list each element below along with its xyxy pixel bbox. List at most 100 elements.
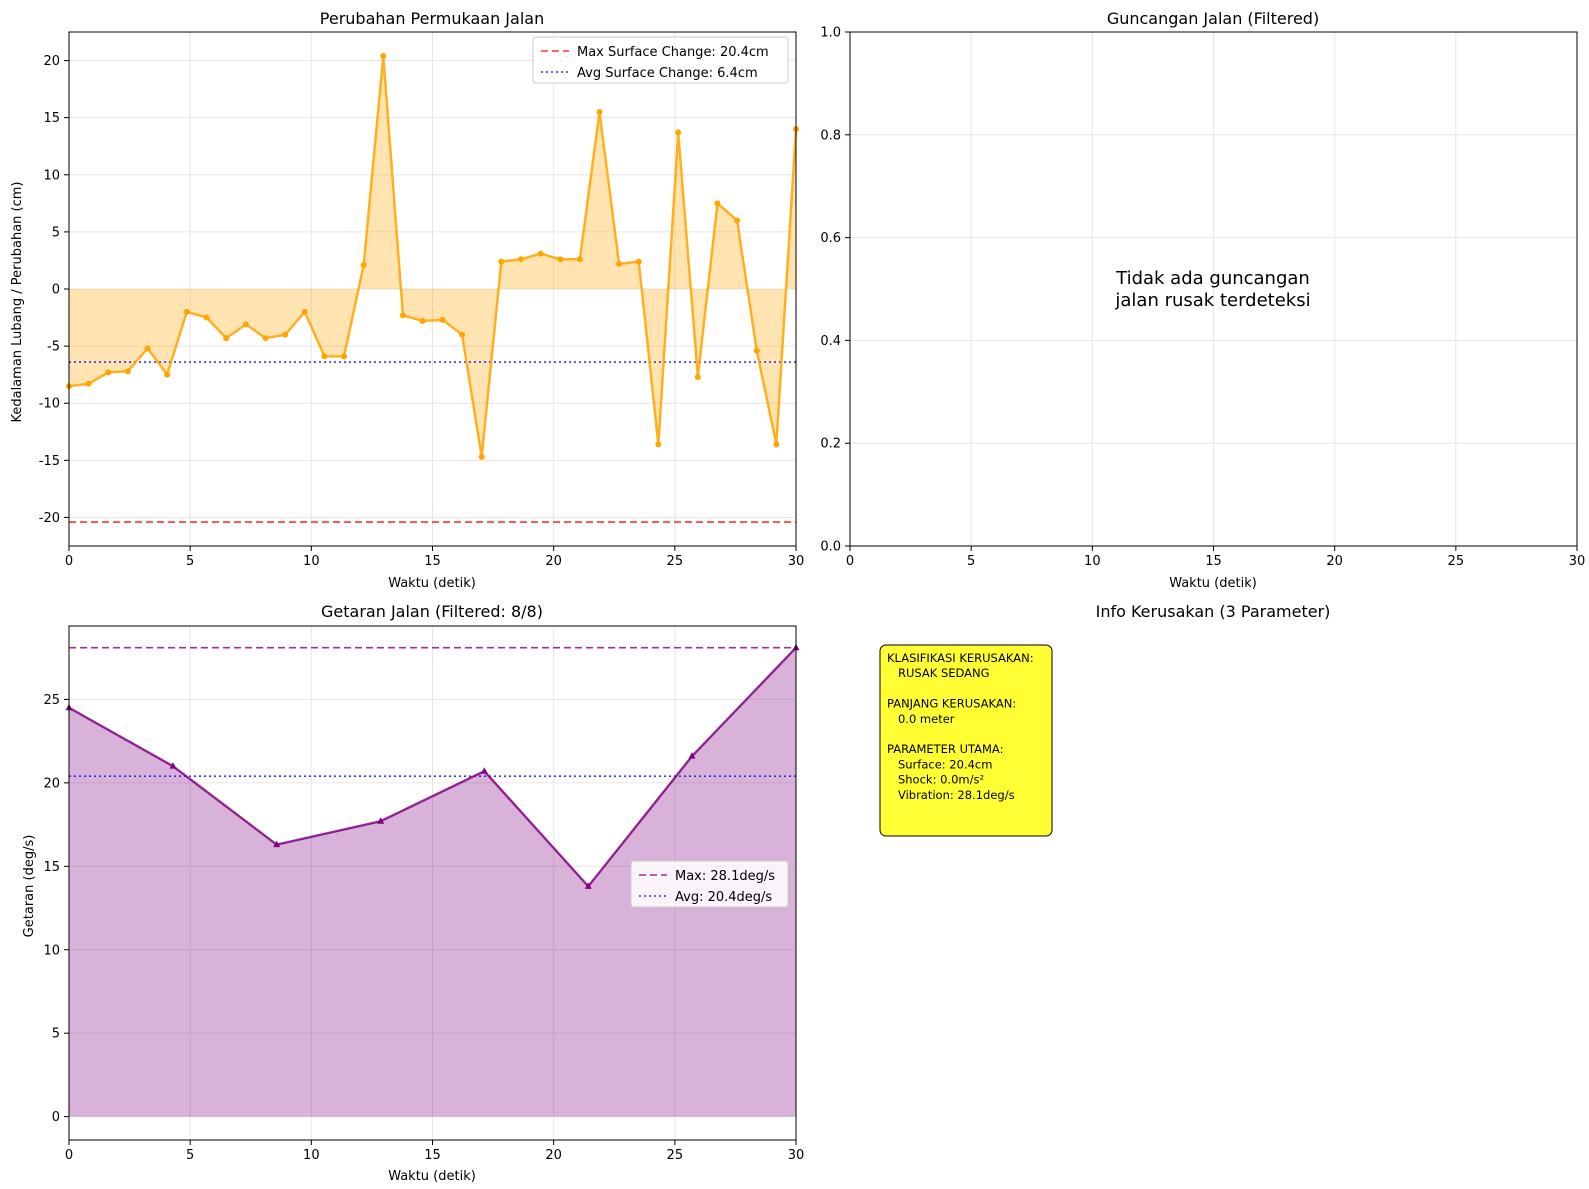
surface-data-point bbox=[223, 335, 230, 342]
y-tick-label: 0.4 bbox=[820, 334, 841, 349]
y-tick-label: 10 bbox=[43, 168, 60, 183]
surface-chart-title: Perubahan Permukaan Jalan bbox=[320, 9, 544, 28]
surface-chart-ylabel: Kedalaman Lubang / Perubahan (cm) bbox=[10, 182, 25, 423]
y-tick-label: 0.6 bbox=[820, 231, 841, 246]
y-tick-label: 10 bbox=[43, 943, 60, 958]
shock-chart-xlabel: Waktu (detik) bbox=[1169, 576, 1257, 591]
shock-chart-frame bbox=[849, 31, 1578, 547]
surface-data-point bbox=[341, 353, 348, 360]
shock-chart-title: Guncangan Jalan (Filtered) bbox=[1107, 9, 1319, 28]
surface-data-point bbox=[714, 200, 721, 207]
surface-data-point bbox=[753, 347, 760, 354]
x-tick-label: 0 bbox=[65, 554, 73, 569]
vibration-chart-ylabel: Getaran (deg/s) bbox=[22, 835, 37, 938]
x-tick-label: 15 bbox=[1205, 554, 1222, 569]
x-tick-label: 30 bbox=[788, 1148, 805, 1163]
surface-data-point bbox=[596, 108, 603, 115]
surface-data-point bbox=[773, 441, 780, 448]
surface-series-line bbox=[68, 54, 798, 459]
vibration-legend-max-label: Max: 28.1deg/s bbox=[675, 869, 775, 884]
damage-info-box bbox=[879, 644, 1053, 837]
surface-legend-max-label: Max Surface Change: 20.4cm bbox=[577, 45, 769, 60]
surface-change-chart: Perubahan Permukaan Jalan Waktu (detik) … bbox=[10, 9, 804, 591]
x-tick-label: 15 bbox=[424, 1148, 441, 1163]
shock-chart-message-line2: jalan rusak terdeteksi bbox=[1114, 290, 1310, 311]
x-tick-label: 25 bbox=[667, 1148, 684, 1163]
vibration-chart-ticks: 0 5 10 15 20 25 30 0 5 10 15 20 25 bbox=[43, 693, 804, 1163]
y-tick-label: -5 bbox=[47, 340, 60, 355]
y-tick-label: 15 bbox=[43, 860, 60, 875]
surface-data-point bbox=[105, 369, 112, 376]
surface-data-point bbox=[517, 256, 524, 263]
x-tick-label: 15 bbox=[424, 554, 441, 569]
vibration-chart-frame bbox=[68, 625, 797, 1141]
vibration-chart-plot-area bbox=[65, 643, 800, 1117]
surface-data-point bbox=[734, 217, 741, 224]
y-tick-label: -20 bbox=[39, 511, 60, 526]
damage-info-line: Shock: 0.0m/s² bbox=[887, 773, 984, 787]
vibration-data-point bbox=[377, 817, 385, 824]
surface-data-point bbox=[282, 331, 289, 338]
vibration-fill-area bbox=[69, 647, 796, 1117]
x-tick-label: 20 bbox=[1326, 554, 1343, 569]
surface-data-point bbox=[321, 353, 328, 360]
surface-data-point bbox=[635, 258, 642, 265]
shock-chart-message-line1: Tidak ada guncangan bbox=[1115, 268, 1310, 289]
damage-info-line: PANJANG KERUSAKAN: bbox=[887, 697, 1016, 711]
y-tick-label: 1.0 bbox=[820, 26, 841, 41]
x-tick-label: 10 bbox=[303, 1148, 320, 1163]
vibration-data-point bbox=[169, 762, 177, 769]
x-tick-label: 30 bbox=[1569, 554, 1586, 569]
damage-info-line: RUSAK SEDANG bbox=[887, 666, 990, 680]
x-tick-label: 20 bbox=[545, 554, 562, 569]
vibration-data-point bbox=[480, 767, 488, 774]
surface-chart-ticks: 0 5 10 15 20 25 30 -20 -15 -10 -5 0 5 10 15 20 bbox=[39, 54, 805, 569]
y-tick-label: 0.2 bbox=[820, 437, 841, 452]
surface-data-point bbox=[439, 316, 446, 323]
damage-info-line: 0.0 meter bbox=[887, 712, 955, 726]
surface-chart-frame bbox=[68, 31, 797, 547]
shock-chart-grid bbox=[849, 31, 1578, 547]
x-tick-label: 5 bbox=[967, 554, 975, 569]
surface-data-point bbox=[478, 453, 485, 460]
y-tick-label: 15 bbox=[43, 111, 60, 126]
y-tick-label: -15 bbox=[39, 454, 60, 469]
vibration-chart-xlabel: Waktu (detik) bbox=[388, 1169, 476, 1184]
x-tick-label: 5 bbox=[186, 1148, 194, 1163]
surface-data-point bbox=[459, 331, 466, 338]
surface-data-point bbox=[124, 368, 131, 375]
damage-info-line: Vibration: 28.1deg/s bbox=[887, 788, 1015, 802]
y-tick-label: 0.0 bbox=[820, 540, 841, 555]
surface-data-point bbox=[183, 308, 190, 315]
y-tick-label: 20 bbox=[43, 776, 60, 791]
y-tick-label: 5 bbox=[52, 1027, 60, 1042]
surface-chart-legend: Max Surface Change: 20.4cm Avg Surface C… bbox=[532, 36, 789, 84]
shock-chart: Guncangan Jalan (Filtered) Waktu (detik)… bbox=[820, 9, 1585, 591]
surface-data-point bbox=[262, 335, 269, 342]
x-tick-label: 5 bbox=[186, 554, 194, 569]
y-tick-label: 25 bbox=[43, 693, 60, 708]
damage-info-title: Info Kerusakan (3 Parameter) bbox=[1096, 602, 1331, 621]
vibration-data-point bbox=[688, 752, 696, 759]
vibration-chart: Getaran Jalan (Filtered: 8/8) Waktu (det… bbox=[22, 602, 804, 1184]
vibration-chart-legend: Max: 28.1deg/s Avg: 20.4deg/s bbox=[630, 860, 789, 908]
x-tick-label: 25 bbox=[667, 554, 684, 569]
surface-data-point bbox=[675, 129, 682, 136]
surface-data-point bbox=[419, 317, 426, 324]
x-tick-label: 0 bbox=[65, 1148, 73, 1163]
surface-data-point bbox=[655, 441, 662, 448]
x-tick-label: 25 bbox=[1448, 554, 1465, 569]
vibration-data-point bbox=[273, 840, 281, 848]
y-tick-label: 0.8 bbox=[820, 128, 841, 143]
surface-data-point bbox=[301, 308, 308, 315]
surface-data-point bbox=[694, 373, 701, 380]
x-tick-label: 10 bbox=[1084, 554, 1101, 569]
surface-data-point bbox=[242, 321, 249, 328]
x-tick-label: 20 bbox=[545, 1148, 562, 1163]
surface-data-point bbox=[85, 380, 92, 387]
surface-data-point bbox=[576, 256, 583, 263]
surface-legend-avg-label: Avg Surface Change: 6.4cm bbox=[577, 66, 758, 81]
vibration-legend-box bbox=[630, 860, 789, 908]
damage-info-line: PARAMETER UTAMA: bbox=[887, 742, 1003, 756]
